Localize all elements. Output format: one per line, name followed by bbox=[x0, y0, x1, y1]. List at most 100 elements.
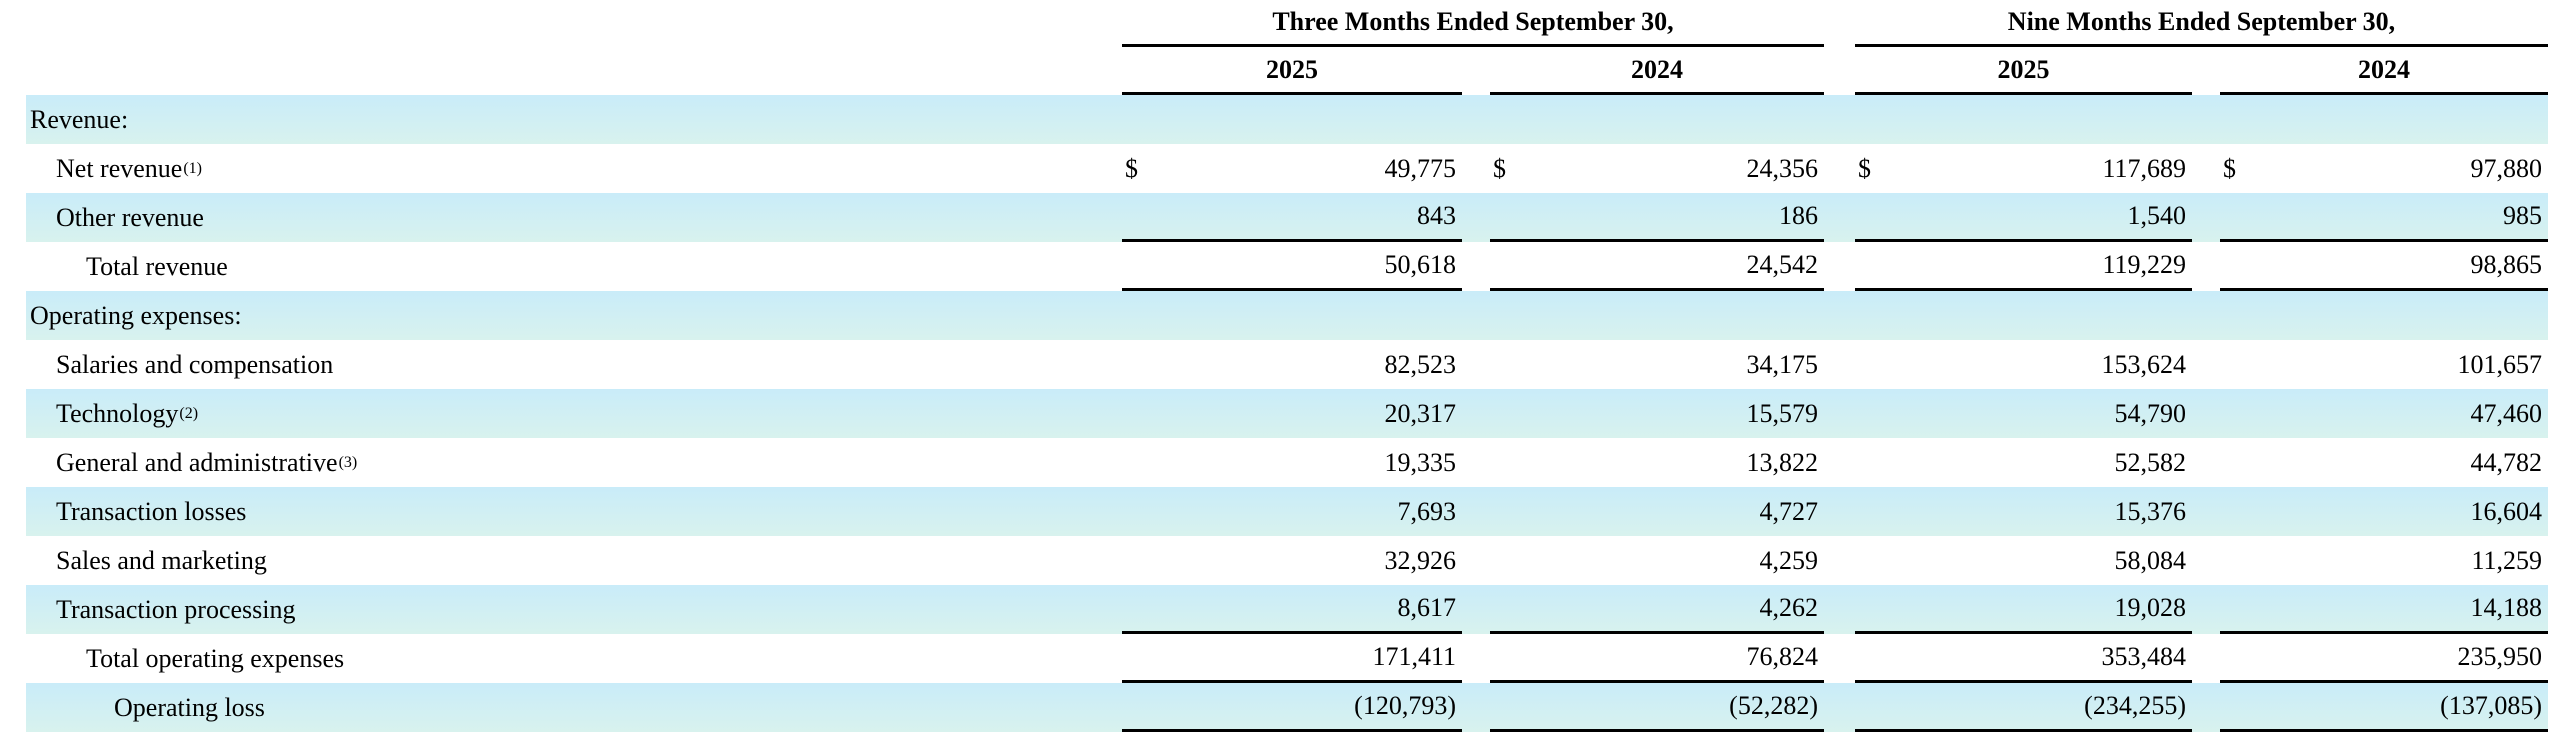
row-label: Revenue: bbox=[30, 104, 129, 134]
column-gap bbox=[2192, 144, 2220, 193]
amount: 843 bbox=[1417, 201, 1456, 230]
row-label: Operating loss bbox=[114, 692, 265, 722]
column-gap bbox=[2192, 585, 2220, 634]
row-label: Salaries and compensation bbox=[56, 349, 334, 379]
value-cell: $24,356 bbox=[1490, 144, 1824, 193]
amount: 32,926 bbox=[1384, 545, 1457, 575]
value-cell: 843 bbox=[1122, 193, 1462, 242]
column-gap bbox=[1824, 536, 1855, 585]
row-label: Other revenue bbox=[56, 202, 204, 232]
amount: 117,689 bbox=[2102, 153, 2186, 183]
row-label: Net revenue (1) bbox=[56, 153, 202, 183]
amount: 7,693 bbox=[1397, 496, 1457, 526]
amount: 13,822 bbox=[1746, 447, 1819, 477]
value-cell: $97,880 bbox=[2220, 144, 2548, 193]
value-cell bbox=[1490, 291, 1824, 340]
value-cell: 19,335 bbox=[1122, 438, 1462, 487]
value-cell: 44,782 bbox=[2220, 438, 2548, 487]
value-cell: 186 bbox=[1490, 193, 1824, 242]
amount: 153,624 bbox=[2101, 349, 2187, 379]
amount: (120,793) bbox=[1354, 691, 1456, 720]
value-cell: 4,259 bbox=[1490, 536, 1824, 585]
amount: 1,540 bbox=[2127, 201, 2187, 230]
column-gap bbox=[1462, 340, 1490, 389]
value-cell: 1,540 bbox=[1855, 193, 2192, 242]
amount: 54,790 bbox=[2114, 398, 2187, 428]
value-cell bbox=[1122, 95, 1462, 144]
column-gap bbox=[1462, 95, 1490, 144]
table-row: Technology (2) 20,317 15,579 54,790 47,46… bbox=[0, 389, 2574, 438]
column-gap bbox=[2192, 291, 2220, 340]
column-gap bbox=[1824, 47, 1855, 95]
value-cell: 58,084 bbox=[1855, 536, 2192, 585]
amount: 19,335 bbox=[1384, 447, 1457, 477]
column-gap bbox=[1824, 438, 1855, 487]
value-cell bbox=[1855, 291, 2192, 340]
amount: 47,460 bbox=[2470, 398, 2543, 428]
value-cell: 235,950 bbox=[2220, 634, 2548, 683]
footnote-ref: (2) bbox=[179, 404, 199, 422]
row-label: Total revenue bbox=[86, 251, 228, 281]
column-gap bbox=[2192, 683, 2220, 732]
column-gap bbox=[1462, 683, 1490, 732]
column-gap bbox=[1824, 340, 1855, 389]
dollar-sign: $ bbox=[1858, 153, 1871, 183]
value-cell: 24,542 bbox=[1490, 242, 1824, 291]
period-header-row: Three Months Ended September 30, Nine Mo… bbox=[0, 0, 2574, 47]
year-header: 2024 bbox=[1490, 47, 1824, 95]
amount: 119,229 bbox=[2102, 250, 2186, 279]
column-gap bbox=[1462, 242, 1490, 291]
amount: 4,727 bbox=[1759, 496, 1819, 526]
value-cell: 353,484 bbox=[1855, 634, 2192, 683]
value-cell: 15,579 bbox=[1490, 389, 1824, 438]
period-header-nine-months: Nine Months Ended September 30, bbox=[1855, 0, 2548, 47]
year-header-row: 2025 2024 2025 2024 bbox=[0, 47, 2574, 95]
column-gap bbox=[1462, 47, 1490, 95]
footnote-ref: (3) bbox=[338, 453, 358, 471]
row-label: Transaction losses bbox=[56, 496, 247, 526]
amount: 19,028 bbox=[2114, 593, 2187, 622]
value-cell: (234,255) bbox=[1855, 683, 2192, 732]
table-row: Transaction processing 8,617 4,262 19,02… bbox=[0, 585, 2574, 634]
year-header: 2024 bbox=[2220, 47, 2548, 95]
value-cell: $49,775 bbox=[1122, 144, 1462, 193]
value-cell: 4,727 bbox=[1490, 487, 1824, 536]
column-gap bbox=[1824, 193, 1855, 242]
column-gap bbox=[1462, 389, 1490, 438]
column-gap bbox=[2192, 438, 2220, 487]
value-cell bbox=[2220, 95, 2548, 144]
table-row: Total operating expenses 171,411 76,824 … bbox=[0, 634, 2574, 683]
amount: 235,950 bbox=[2457, 642, 2543, 671]
column-gap bbox=[2192, 95, 2220, 144]
value-cell: 52,582 bbox=[1855, 438, 2192, 487]
column-gap bbox=[2192, 47, 2220, 95]
header-label-spacer bbox=[26, 0, 1122, 47]
column-gap bbox=[1462, 536, 1490, 585]
table-row: Operating expenses: bbox=[0, 291, 2574, 340]
value-cell: 19,028 bbox=[1855, 585, 2192, 634]
year-header: 2025 bbox=[1122, 47, 1462, 95]
table-row: Sales and marketing 32,926 4,259 58,084 … bbox=[0, 536, 2574, 585]
value-cell: 13,822 bbox=[1490, 438, 1824, 487]
amount: (52,282) bbox=[1729, 691, 1818, 720]
amount: 186 bbox=[1779, 201, 1818, 230]
value-cell: 985 bbox=[2220, 193, 2548, 242]
amount: (137,085) bbox=[2440, 691, 2542, 720]
footnote-ref: (1) bbox=[183, 159, 202, 177]
value-cell: 101,657 bbox=[2220, 340, 2548, 389]
amount: 49,775 bbox=[1384, 153, 1457, 183]
column-gap bbox=[2192, 634, 2220, 683]
column-gap bbox=[1462, 438, 1490, 487]
amount: 353,484 bbox=[2101, 642, 2187, 671]
dollar-sign: $ bbox=[1493, 153, 1506, 183]
value-cell: 47,460 bbox=[2220, 389, 2548, 438]
column-gap bbox=[1462, 585, 1490, 634]
amount: 4,259 bbox=[1759, 545, 1819, 575]
column-gap bbox=[1462, 144, 1490, 193]
value-cell: 15,376 bbox=[1855, 487, 2192, 536]
value-cell: 119,229 bbox=[1855, 242, 2192, 291]
value-cell: 16,604 bbox=[2220, 487, 2548, 536]
amount: 24,356 bbox=[1746, 153, 1819, 183]
value-cell: 76,824 bbox=[1490, 634, 1824, 683]
amount: 50,618 bbox=[1384, 250, 1457, 279]
